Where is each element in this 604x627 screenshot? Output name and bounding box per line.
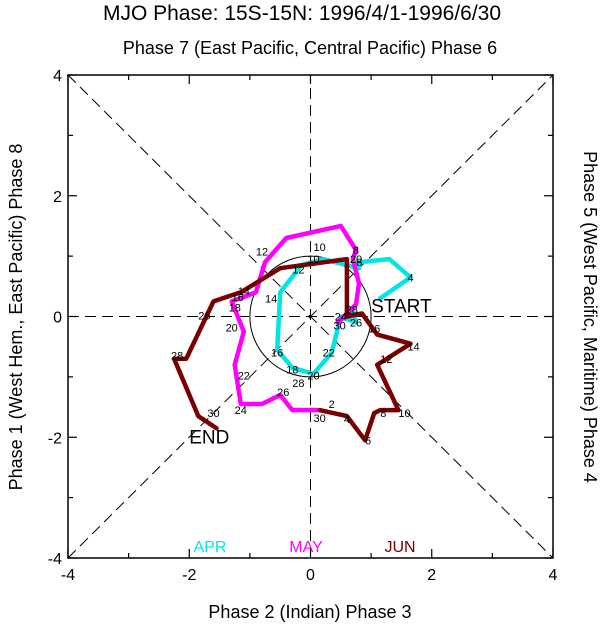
series-line-jun (171, 256, 413, 443)
day-label: 20 (350, 254, 362, 266)
unit-circle (249, 255, 372, 378)
diagonal-guide-line (67, 74, 554, 559)
start-label: START (371, 297, 432, 318)
y-tick-label: 4 (53, 68, 62, 85)
day-label: 16 (368, 324, 380, 336)
y-tick-label: -2 (48, 430, 62, 447)
x-tick-label: -4 (61, 567, 75, 584)
day-label: 24 (235, 405, 247, 417)
day-label: 24 (335, 312, 347, 324)
day-label: 4 (344, 414, 350, 426)
day-label: 16 (232, 292, 244, 304)
day-label: 30 (333, 321, 345, 333)
top-axis-label: Phase 7 (East Pacific, Central Pacific) … (123, 38, 497, 58)
day-label: 28 (292, 378, 304, 390)
day-label: 26 (277, 387, 289, 399)
day-label: 6 (365, 435, 371, 447)
y-tick-label: -4 (48, 551, 62, 568)
day-label: 14 (407, 342, 419, 354)
day-label: 12 (256, 246, 268, 258)
day-label: 8 (380, 408, 386, 420)
end-label: END (189, 427, 229, 448)
day-label: 30 (207, 408, 219, 420)
x-tick-label: 0 (306, 567, 315, 584)
day-label: 18 (286, 365, 298, 377)
day-label: 8 (353, 245, 359, 257)
day-label: 28 (346, 304, 358, 316)
day-label: 20 (307, 371, 319, 383)
right-axis-label: Phase 5 (West Pacific, Maritime) Phase 4 (580, 151, 600, 483)
day-label: 12 (292, 264, 304, 276)
day-label: 6 (356, 257, 362, 269)
legend-label-jun: JUN (384, 539, 415, 556)
chart-title: MJO Phase: 15S-15N: 1996/4/1-1996/6/30 (103, 2, 501, 25)
series-line-may (229, 223, 362, 413)
y-tick-label: 0 (53, 310, 62, 327)
left-axis-label: Phase 1 (West Hem., East Pacific) Phase … (6, 144, 26, 491)
day-label: 26 (198, 310, 210, 322)
day-label: 12 (380, 354, 392, 366)
day-label: 4 (407, 272, 413, 284)
day-label: 2 (329, 399, 335, 411)
x-tick-label: 2 (427, 567, 436, 584)
bottom-axis-label: Phase 2 (Indian) Phase 3 (208, 602, 411, 622)
day-label: 22 (238, 371, 250, 383)
x-tick-label: 4 (549, 567, 558, 584)
day-label: 28 (171, 351, 183, 363)
plot-area: -4 -2 0 2 4-4-202446810101212141416182022242… (48, 68, 558, 584)
day-label: 14 (265, 293, 277, 305)
day-label: 30 (313, 413, 325, 425)
day-label: 10 (313, 242, 325, 254)
y-tick-label: 2 (53, 189, 62, 206)
legend-label-apr: APR (194, 539, 227, 556)
day-label: 16 (271, 348, 283, 360)
day-label: 26 (350, 318, 362, 330)
x-tick-label: -2 (182, 567, 196, 584)
series-line-apr (274, 256, 413, 377)
day-label: 22 (323, 348, 335, 360)
day-label: 18 (229, 302, 241, 314)
legend-label-may: MAY (289, 539, 323, 556)
day-label: 10 (398, 408, 410, 420)
day-label: 20 (226, 322, 238, 334)
day-label: 14 (238, 286, 250, 298)
day-label: 10 (307, 254, 319, 266)
